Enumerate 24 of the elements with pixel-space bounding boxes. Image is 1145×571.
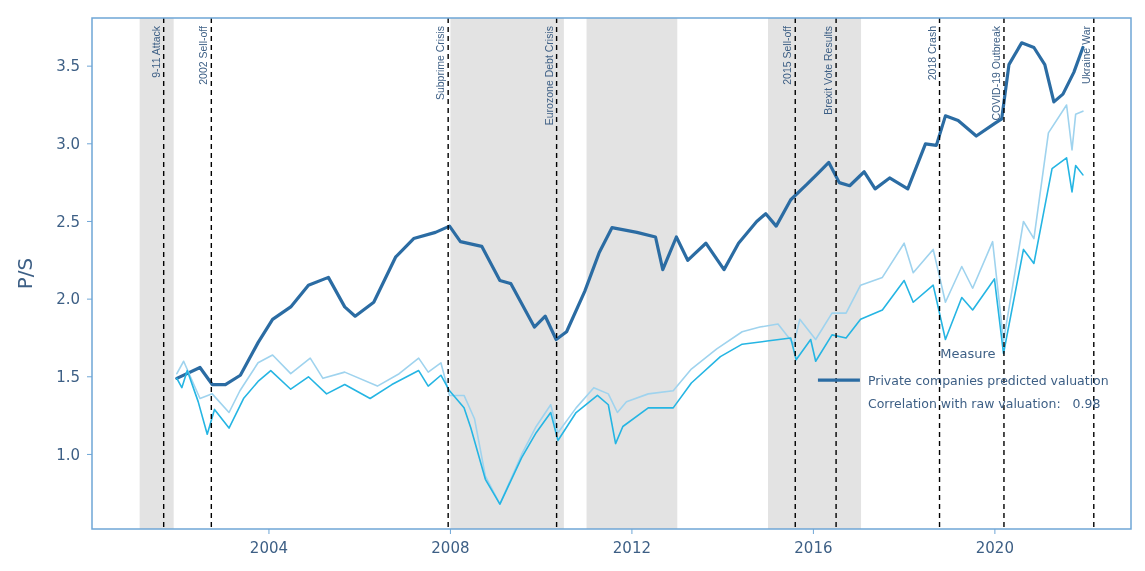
ref-line-label: Ukraine War: [1079, 25, 1092, 84]
y-tick-label: 1.0: [56, 445, 80, 464]
ref-line-label: 2002 Sell-off: [197, 25, 210, 85]
x-tick-label: 2008: [431, 539, 470, 557]
y-axis-title: P/S: [13, 257, 37, 290]
ref-line-label: Subprime Crisis: [434, 26, 447, 101]
x-tick-label: 2012: [612, 539, 652, 557]
x-tick-label: 2016: [794, 539, 833, 557]
y-tick-label: 2.0: [56, 290, 80, 309]
y-tick-label: 3.5: [56, 57, 80, 76]
ref-line-label: COVID-19 Outbreak: [989, 25, 1002, 121]
ref-line-label: 2015 Sell-off: [781, 25, 794, 85]
x-tick-label: 2020: [975, 539, 1014, 557]
y-tick-label: 1.5: [56, 368, 80, 387]
ref-line-label: Eurozone Debt Crisis: [542, 26, 555, 126]
legend-label: Private companies predicted valuation: [867, 372, 1109, 388]
legend-title: Measure: [940, 346, 996, 362]
y-tick-label: 3.0: [56, 135, 80, 154]
ref-line-label: 9-11 Attack: [149, 25, 162, 78]
ref-line-label: 2018 Crash: [925, 25, 938, 81]
y-tick-label: 2.5: [56, 212, 80, 231]
ref-line-label: Brexit Vote Results: [822, 26, 835, 115]
x-tick-label: 2004: [249, 539, 289, 557]
annotation: Correlation with raw valuation: 0.98: [867, 395, 1101, 411]
